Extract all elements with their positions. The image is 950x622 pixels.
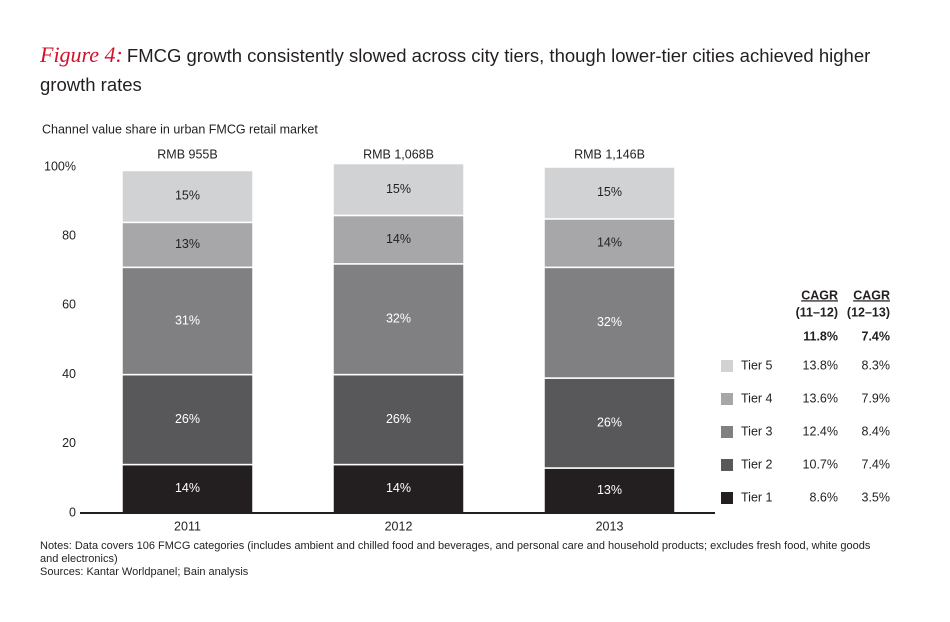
value-label: 26%: [386, 412, 411, 426]
value-label: 14%: [175, 481, 200, 495]
value-label: 13%: [597, 483, 622, 497]
value-label: 31%: [175, 313, 200, 327]
chart-title: FMCG growth consistently slowed across c…: [40, 45, 871, 95]
bar-segment: [543, 266, 676, 379]
notes: Notes: Data covers 106 FMCG categories (…: [40, 540, 871, 565]
value-label: 26%: [597, 415, 622, 429]
value-label: 32%: [386, 312, 411, 326]
y-tick-label: 0: [69, 505, 76, 519]
value-label: 14%: [386, 481, 411, 495]
bar-segment: [121, 169, 254, 224]
cagr-value: 8.6%: [810, 490, 839, 504]
bar-segment: [543, 377, 676, 469]
y-tick-label: 80: [62, 228, 76, 242]
legend-swatch: [721, 426, 733, 438]
bar-segment: [332, 463, 465, 514]
value-label: 15%: [175, 189, 200, 203]
value-label: 14%: [597, 235, 622, 249]
cagr-header: (11–12): [796, 305, 838, 319]
legend-swatch: [721, 492, 733, 504]
bar-total: RMB 1,068B: [363, 147, 434, 161]
cagr-total: 7.4%: [862, 329, 891, 343]
cagr-value: 7.9%: [862, 391, 891, 405]
chart-subtitle: Channel value share in urban FMCG retail…: [42, 122, 318, 136]
legend-swatch: [721, 360, 733, 372]
bar-segment: [543, 467, 676, 514]
y-tick-label: 20: [62, 436, 76, 450]
legend-label: Tier 3: [741, 424, 773, 438]
legend-swatch: [721, 459, 733, 471]
title-block: Figure 4: FMCG growth consistently slowed…: [40, 40, 910, 99]
value-label: 15%: [597, 185, 622, 199]
figure-label: Figure 4:: [40, 42, 123, 67]
legend-label: Tier 1: [741, 490, 773, 504]
x-tick-label: 2012: [385, 519, 413, 533]
cagr-header: CAGR: [853, 288, 890, 302]
value-label: 13%: [175, 237, 200, 251]
bar-total: RMB 955B: [157, 147, 217, 161]
x-tick-label: 2013: [596, 519, 624, 533]
cagr-value: 7.4%: [862, 457, 891, 471]
notes-block: Notes: Data covers 106 FMCG categories (…: [40, 540, 880, 579]
cagr-value: 13.8%: [803, 358, 838, 372]
cagr-header: CAGR: [801, 288, 838, 302]
cagr-value: 8.3%: [862, 358, 891, 372]
bar-segment: [332, 162, 465, 217]
sources: Sources: Kantar Worldpanel; Bain analysi…: [40, 566, 249, 578]
bar-segment: [332, 263, 465, 376]
cagr-header: (12–13): [847, 305, 890, 319]
bar-segment: [121, 266, 254, 376]
bar-segment: [121, 221, 254, 269]
y-tick-label: 60: [62, 298, 76, 312]
cagr-value: 3.5%: [862, 490, 891, 504]
value-label: 15%: [386, 182, 411, 196]
legend-label: Tier 2: [741, 457, 773, 471]
legend-swatch: [721, 393, 733, 405]
legend-label: Tier 4: [741, 391, 773, 405]
bar-total: RMB 1,146B: [574, 147, 645, 161]
cagr-value: 8.4%: [862, 424, 891, 438]
cagr-value: 12.4%: [803, 424, 838, 438]
bar-segment: [332, 373, 465, 466]
cagr-value: 10.7%: [803, 457, 838, 471]
bar-segment: [543, 218, 676, 269]
y-tick-label: 40: [62, 367, 76, 381]
legend-label: Tier 5: [741, 358, 773, 372]
y-tick-label: 100%: [44, 159, 76, 173]
value-label: 26%: [175, 412, 200, 426]
bar-segment: [121, 373, 254, 466]
bar-segment: [543, 166, 676, 220]
value-label: 32%: [597, 315, 622, 329]
value-label: 14%: [386, 232, 411, 246]
cagr-total: 11.8%: [803, 329, 838, 343]
cagr-value: 13.6%: [803, 391, 838, 405]
x-tick-label: 2011: [174, 519, 201, 533]
